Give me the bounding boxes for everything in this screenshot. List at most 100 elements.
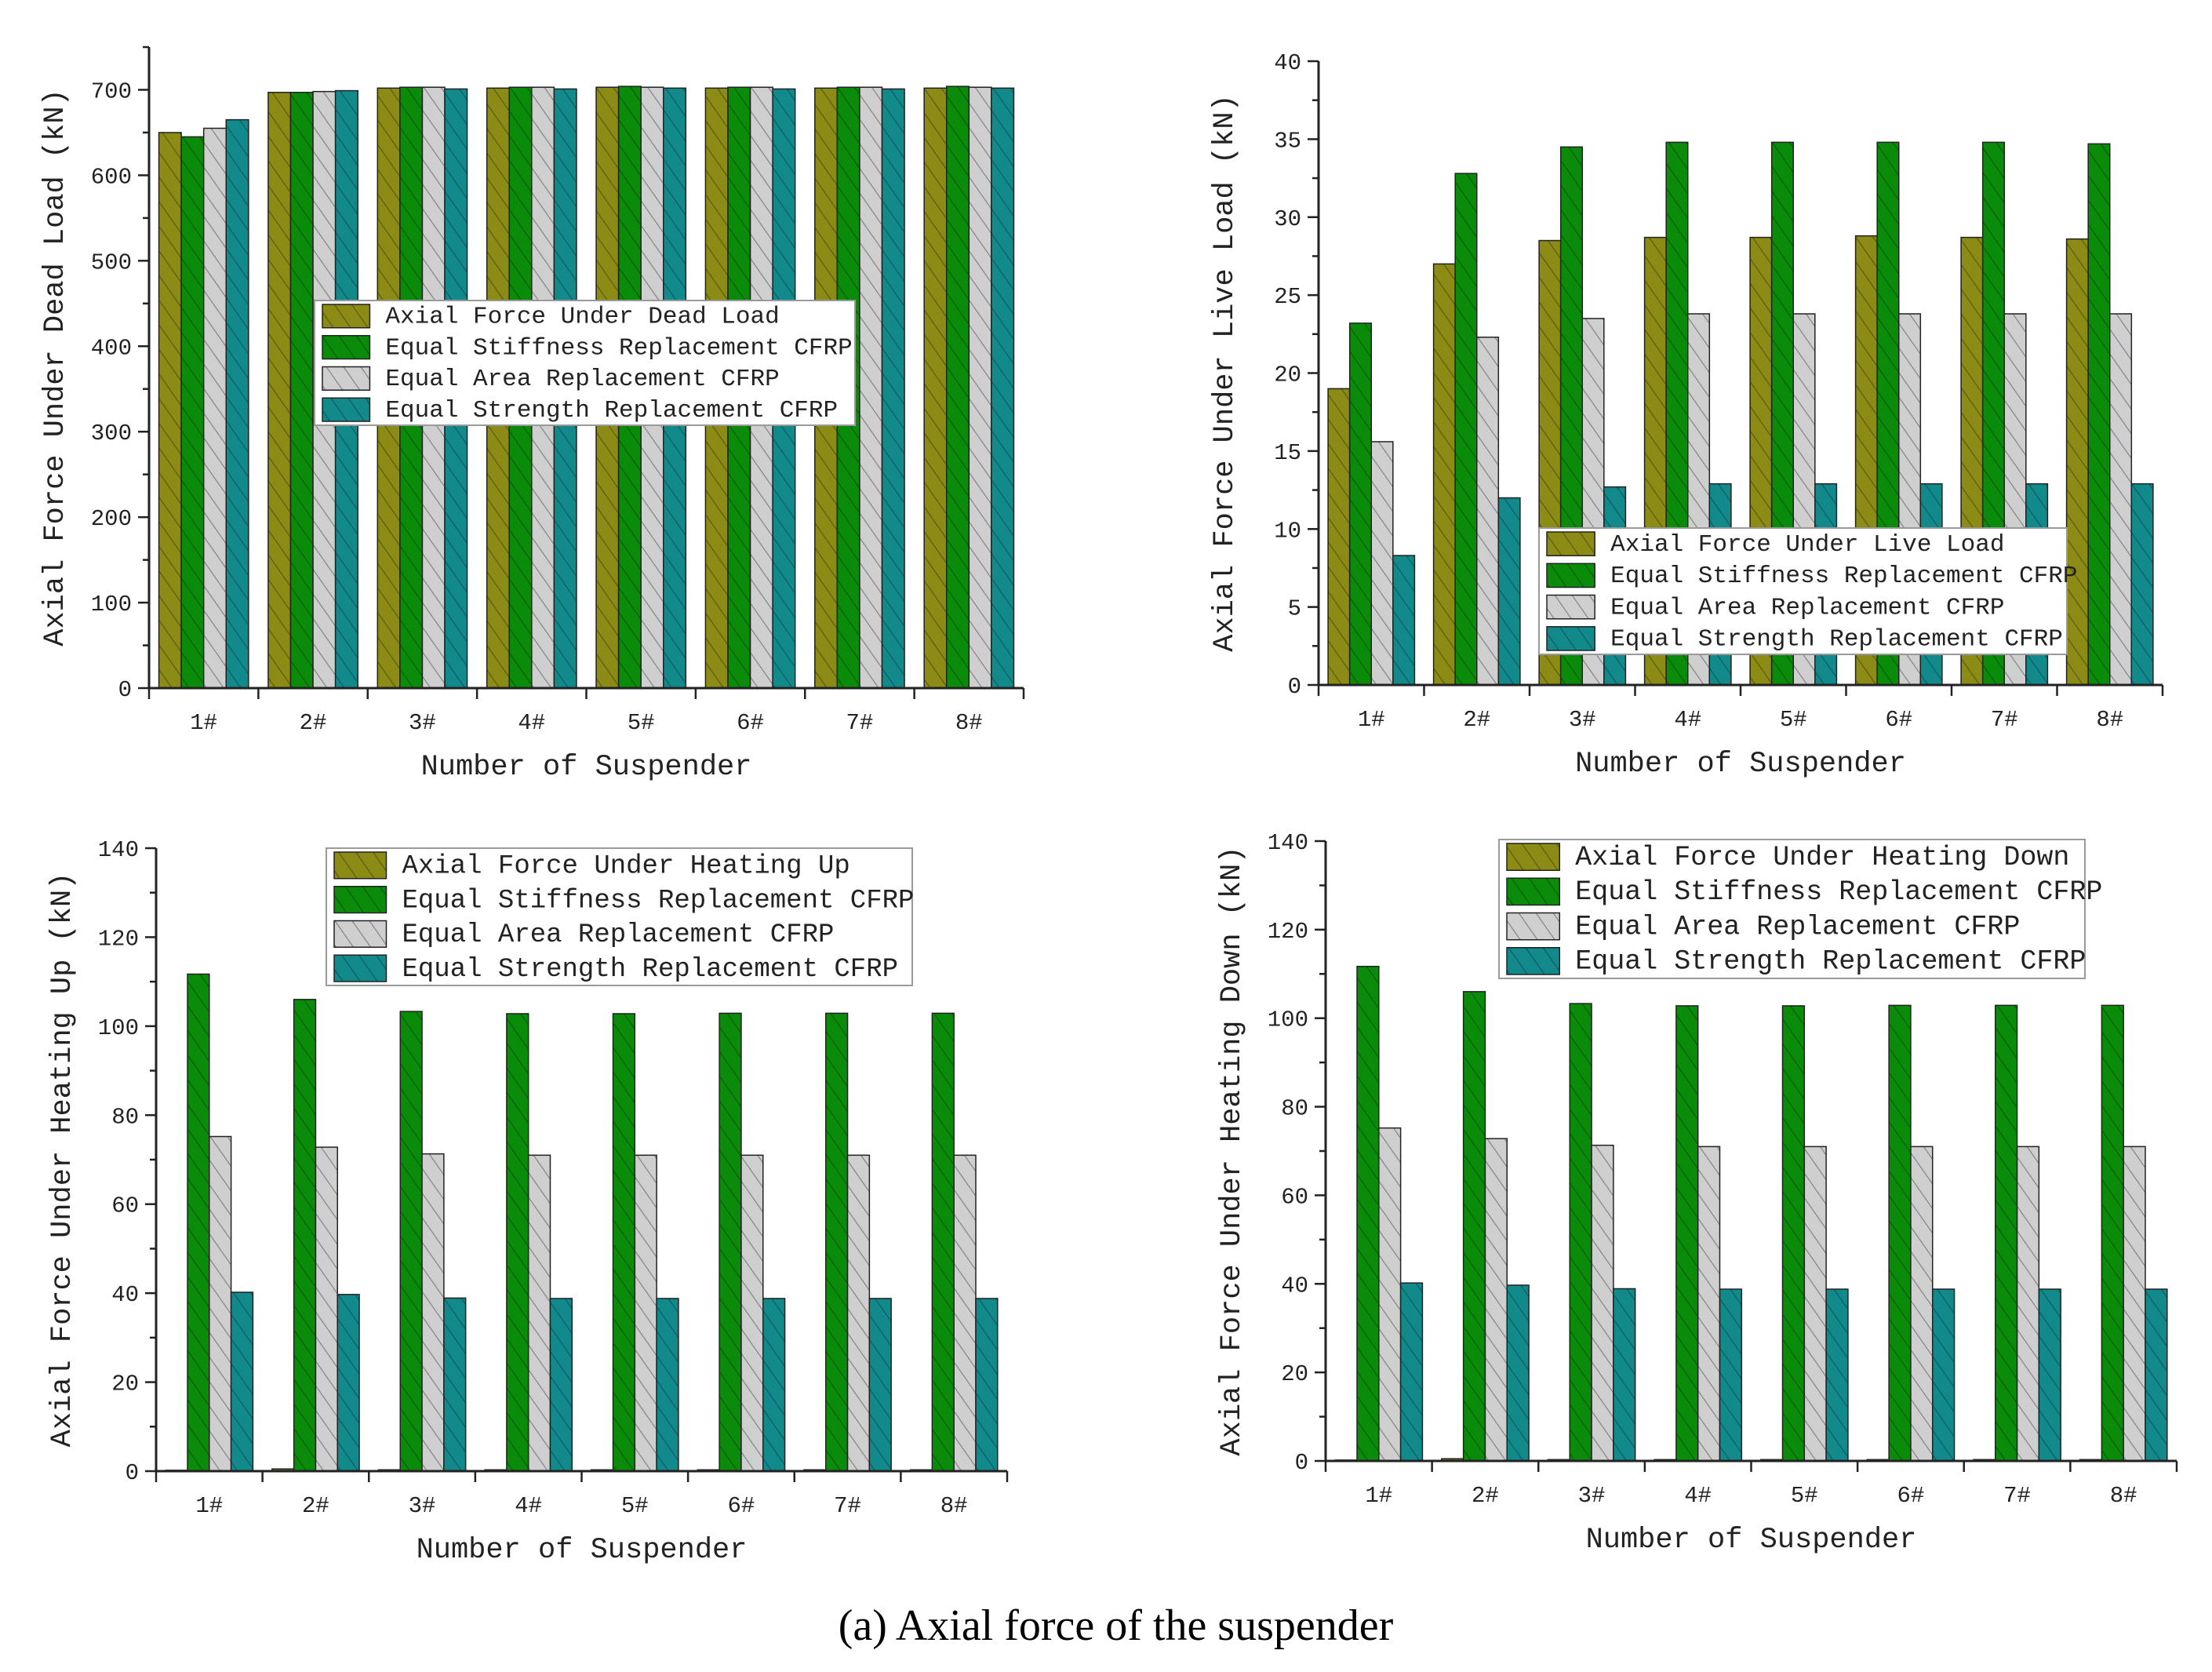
bar-1-2# [267, 91, 292, 689]
x-tick-label: 6# [1897, 1483, 1925, 1509]
bar-3-4# [1697, 1146, 1721, 1462]
bar-3-2# [1484, 1138, 1508, 1462]
y-tick-label: 60 [1281, 1184, 1308, 1210]
y-tick-label: 0 [1295, 1450, 1308, 1476]
x-tick-label: 8# [2110, 1483, 2137, 1509]
legend-swatch [322, 304, 371, 329]
bar-2-5# [612, 1013, 636, 1472]
bar-4-1# [225, 118, 249, 689]
x-tick-label: 4# [518, 710, 545, 736]
y-tick-label: 140 [98, 837, 139, 863]
y-tick-label: 0 [1288, 674, 1301, 700]
y-tick-label: 10 [1274, 518, 1301, 544]
x-tick-label: 7# [1991, 707, 2018, 733]
y-axis-title: Axial Force Under Dead Load (kN) [39, 89, 72, 647]
bar-2-3# [1569, 1003, 1592, 1462]
legend-swatch [322, 335, 371, 360]
bar-3-3# [1591, 1144, 1614, 1462]
bar-4-8# [975, 1298, 999, 1472]
bar-3-7# [846, 1154, 871, 1472]
x-tick-label: 4# [1674, 707, 1701, 733]
bar-1-1# [158, 132, 182, 689]
legend: Axial Force Under Dead Load Equal Stiffne… [314, 300, 856, 426]
y-tick-label: 120 [98, 926, 139, 952]
y-tick-label: 140 [1268, 830, 1308, 856]
y-tick-label: 20 [1274, 362, 1301, 388]
bar-2-2# [289, 91, 314, 689]
x-axis-title: Number of Suspender [421, 751, 752, 784]
bar-4-3# [443, 1297, 467, 1472]
bar-2-1# [187, 973, 210, 1472]
x-tick-label: 5# [1780, 707, 1807, 733]
y-tick-label: 120 [1268, 919, 1308, 945]
legend-swatch [1506, 843, 1561, 871]
x-tick-label: 6# [1885, 707, 1912, 733]
chart-3: 0 20 40 60 80 100 120 140 1# 2# 3# 4# 5# 6# 7# 8# Number… [46, 837, 1009, 1567]
bar-4-7# [2038, 1288, 2061, 1462]
bar-2-1# [1356, 965, 1380, 1462]
y-tick-label: 600 [91, 164, 132, 190]
x-tick-label: 1# [1358, 707, 1385, 733]
x-tick-label: 4# [1684, 1483, 1712, 1509]
legend-swatch [1546, 563, 1595, 588]
bar-2-8# [931, 1012, 955, 1472]
x-tick-label: 2# [300, 710, 327, 736]
y-tick-label: 40 [1274, 50, 1301, 76]
x-tick-label: 8# [2096, 707, 2123, 733]
x-tick-label: 2# [302, 1493, 329, 1519]
bar-3-7# [859, 86, 883, 689]
bar-3-5# [1803, 1146, 1827, 1462]
bar-2-1# [180, 136, 205, 689]
bar-4-2# [337, 1294, 360, 1472]
legend-swatch [1546, 531, 1595, 556]
y-tick-label: 25 [1274, 284, 1301, 310]
x-tick-label: 7# [2003, 1483, 2031, 1509]
bar-3-5# [634, 1154, 657, 1472]
chart-2: 0 5 10 15 20 25 30 35 40 1# 2# 3# 4# 5# 6# 7# 8# Number o… [1209, 50, 2164, 781]
x-tick-label: 3# [1578, 1483, 1606, 1509]
x-tick-label: 3# [409, 710, 436, 736]
bar-4-5# [656, 1298, 679, 1472]
legend-label: Equal Area Replacement CFRP [385, 366, 779, 393]
legend-label: Equal Area Replacement CFRP [1610, 594, 2004, 621]
bar-2-7# [825, 1012, 849, 1472]
legend-label: Equal Strength Replacement CFRP [385, 397, 838, 424]
bar-2-2# [1454, 173, 1478, 686]
bar-3-2# [1476, 337, 1500, 686]
chart-4: 0 20 40 60 80 100 120 140 1# 2# 3# 4# 5# 6# 7# 8# Number… [1216, 830, 2178, 1557]
bar-4-4# [1719, 1288, 1743, 1462]
bar-4-7# [881, 88, 905, 689]
legend-swatch [1506, 877, 1561, 906]
bar-4-1# [230, 1291, 254, 1472]
y-tick-label: 5 [1288, 596, 1301, 622]
legend-swatch [1506, 912, 1561, 941]
y-axis-title: Axial Force Under Live Load (kN) [1209, 94, 1242, 652]
bar-2-3# [399, 1011, 423, 1472]
legend-label: Equal Strength Replacement CFRP [1610, 626, 2063, 654]
bar-2-2# [293, 999, 317, 1472]
y-tick-label: 20 [111, 1371, 139, 1397]
bar-3-7# [2016, 1146, 2040, 1462]
y-tick-label: 100 [91, 592, 132, 617]
bar-2-8# [2087, 143, 2111, 686]
y-tick-label: 300 [91, 421, 132, 446]
y-tick-label: 100 [98, 1015, 139, 1041]
y-tick-label: 30 [1274, 206, 1301, 232]
x-tick-label: 7# [834, 1493, 861, 1519]
bar-4-1# [1392, 555, 1416, 686]
bar-2-4# [506, 1013, 529, 1472]
bar-4-2# [1506, 1284, 1530, 1462]
bar-3-8# [2109, 313, 2133, 686]
y-tick-label: 35 [1274, 128, 1301, 154]
bar-1-1# [1327, 388, 1351, 686]
bar-4-4# [549, 1298, 573, 1472]
legend: Axial Force Under Live Load Equal Stiffne… [1538, 527, 2077, 655]
bar-2-6# [1888, 1004, 1912, 1462]
legend-label: Equal Area Replacement CFRP [402, 920, 835, 950]
bar-3-8# [968, 86, 992, 689]
bar-2-8# [2101, 1004, 2124, 1462]
bar-3-1# [202, 127, 227, 689]
legend-label: Axial Force Under Heating Down [1575, 842, 2069, 873]
